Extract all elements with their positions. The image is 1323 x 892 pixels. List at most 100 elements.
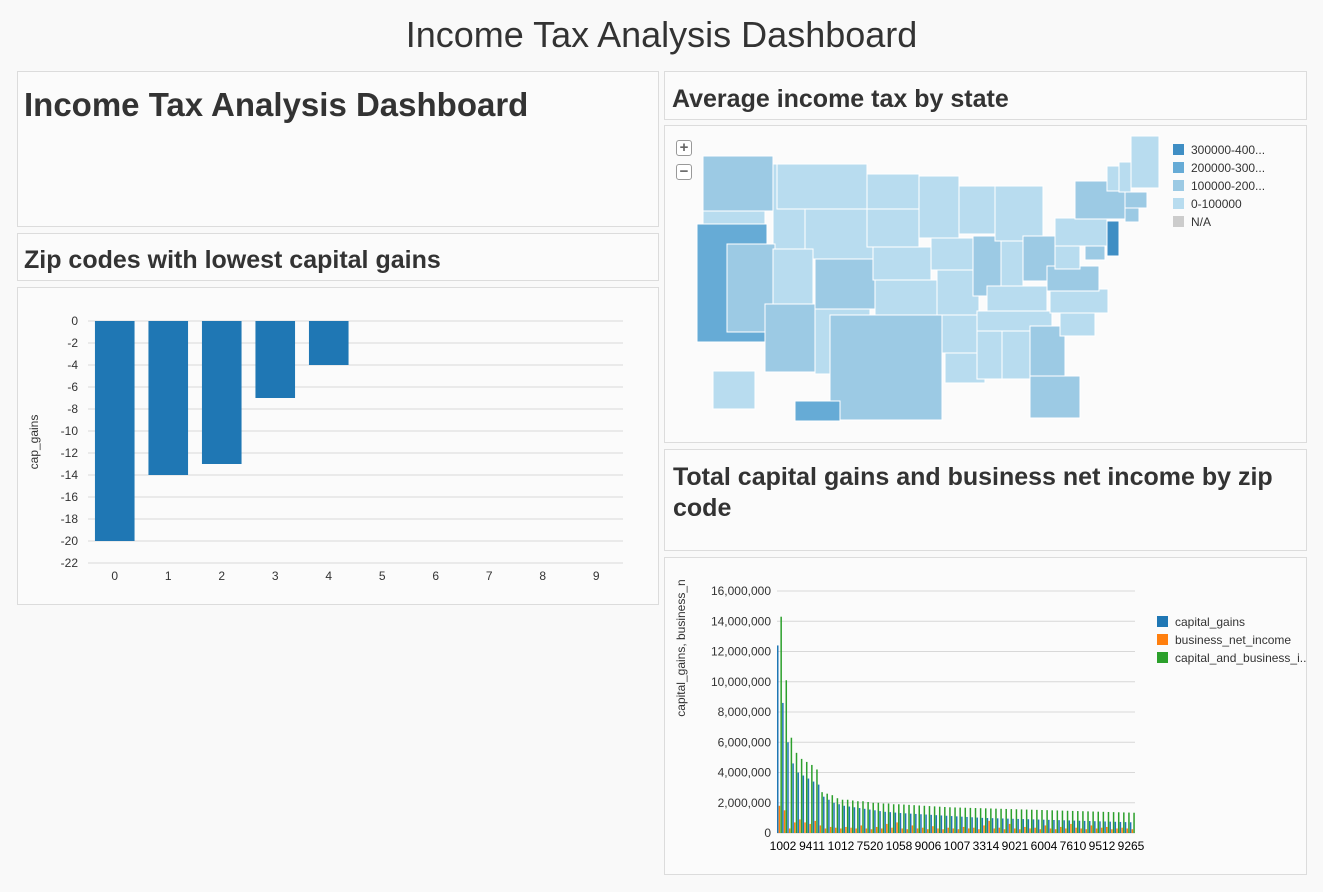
bar-business_net_income	[865, 828, 868, 833]
bar-capital_and_business_i	[1036, 809, 1038, 833]
bar-business_net_income	[1090, 825, 1093, 833]
y-tick-label: -16	[61, 490, 79, 504]
bar-business_net_income	[886, 823, 888, 833]
bar-business_net_income	[850, 827, 852, 833]
bar-capital_and_business_i	[1128, 812, 1130, 833]
bar-business_net_income	[834, 827, 837, 833]
bar-capital_and_business_i	[933, 806, 936, 833]
bar-capital_gains	[991, 818, 994, 833]
cap-title-panel: Total capital gains and business net inc…	[664, 449, 1307, 551]
zoom-out-button[interactable]: −	[676, 164, 692, 180]
legend-swatch	[1173, 162, 1184, 173]
zoom-in-button[interactable]: +	[676, 140, 692, 156]
legend-swatch	[1173, 144, 1184, 155]
bar-capital_and_business_i	[800, 758, 803, 833]
bar-business_net_income	[1008, 823, 1011, 833]
bar-capital_and_business_i	[1000, 808, 1002, 833]
bar-capital_and_business_i	[1123, 812, 1125, 833]
bar-capital_and_business_i	[841, 799, 844, 833]
bar-capital_and_business_i	[1041, 810, 1043, 833]
bar-business_net_income	[794, 822, 796, 833]
bar-capital_and_business_i	[1010, 809, 1013, 833]
x-tick-label: 7	[486, 569, 493, 583]
bar-capital_gains	[961, 816, 963, 833]
bar-capital_gains	[874, 810, 876, 833]
bar-capital_and_business_i	[1056, 810, 1059, 833]
state-az	[764, 303, 824, 373]
bar-capital_gains	[1048, 819, 1050, 833]
state-wv	[1054, 243, 1081, 270]
x-tick-label: 9	[593, 569, 600, 583]
bar	[308, 321, 349, 365]
state-ga	[1029, 325, 1066, 377]
bar-business_net_income	[911, 825, 914, 833]
bar-capital_and_business_i	[1097, 811, 1099, 833]
bar-business_net_income	[891, 827, 893, 833]
bar-business_net_income	[875, 826, 878, 833]
bar-business_net_income	[1121, 827, 1123, 833]
bar-capital_gains	[853, 807, 856, 833]
bar-business_net_income	[1126, 828, 1128, 833]
state-hi	[794, 400, 841, 422]
bar-capital_gains	[966, 816, 968, 833]
bar-capital_gains	[1032, 819, 1035, 833]
bar-capital_and_business_i	[836, 798, 839, 833]
bar-capital_and_business_i	[1107, 811, 1110, 833]
legend-label: N/A	[1191, 215, 1211, 229]
bar-capital_and_business_i	[852, 800, 854, 833]
bar-business_net_income	[840, 828, 842, 833]
y-tick-label: -14	[61, 468, 79, 482]
bar-business_net_income	[998, 827, 1001, 833]
y-axis-label: cap_gains	[27, 415, 41, 470]
bar-business_net_income	[1100, 827, 1103, 833]
bar-capital_gains	[869, 809, 871, 833]
bar-capital_and_business_i	[1066, 810, 1069, 833]
bar-capital_gains	[1027, 819, 1030, 833]
bar-capital_gains	[858, 808, 861, 833]
bar-business_net_income	[1054, 829, 1057, 833]
x-tick-label: 6	[432, 569, 439, 583]
bar-capital_gains	[843, 805, 845, 833]
x-tick-label: 3	[272, 569, 279, 583]
bar-capital_gains	[1012, 818, 1014, 833]
state-pa	[1054, 217, 1108, 247]
x-tick-label: 9512	[1089, 839, 1116, 853]
state-vt	[1106, 165, 1120, 192]
legend-swatch	[1173, 216, 1184, 227]
us-choropleth-map[interactable]: 300000-400... 200000-300... 100000-200... 0…	[665, 126, 1306, 442]
bar-business_net_income	[880, 828, 883, 833]
bar-capital_and_business_i	[918, 805, 920, 833]
map-heading: Average income tax by state	[672, 85, 1009, 113]
bar-capital_and_business_i	[903, 804, 905, 833]
legend-label: business_net_income	[1175, 633, 1291, 647]
bar-capital_gains	[1119, 821, 1122, 833]
legend-swatch	[1173, 198, 1184, 209]
state-in	[1000, 240, 1024, 287]
state-ar	[941, 314, 978, 354]
bar-business_net_income	[967, 828, 970, 833]
bar-capital_gains	[838, 804, 840, 833]
map-panel: 300000-400... 200000-300... 100000-200... 0…	[664, 125, 1307, 443]
bar-capital_gains	[1037, 819, 1040, 833]
state-mn	[918, 175, 960, 239]
y-tick-label: -2	[67, 336, 78, 350]
bar-business_net_income	[829, 826, 832, 833]
bar-business_net_income	[1044, 825, 1047, 833]
bar-capital_gains	[812, 781, 815, 833]
bar-capital_and_business_i	[846, 799, 849, 833]
bar-capital_gains	[909, 813, 912, 833]
bar-capital_and_business_i	[1133, 812, 1135, 833]
state-ct	[1124, 207, 1140, 223]
x-tick-label: 1058	[886, 839, 913, 853]
x-tick-label: 9006	[915, 839, 942, 853]
bar-capital_gains	[1124, 822, 1127, 833]
bar-capital_gains	[1083, 820, 1086, 833]
bar-capital_and_business_i	[984, 808, 987, 833]
bar-capital_gains	[1042, 819, 1045, 833]
bar-capital_gains	[792, 763, 794, 833]
state-va	[1046, 265, 1100, 292]
x-tick-label: 7520	[857, 839, 884, 853]
bar-capital_and_business_i	[1077, 811, 1079, 833]
x-tick-label: 3314	[973, 839, 1000, 853]
y-tick-label: 14,000,000	[711, 614, 771, 628]
